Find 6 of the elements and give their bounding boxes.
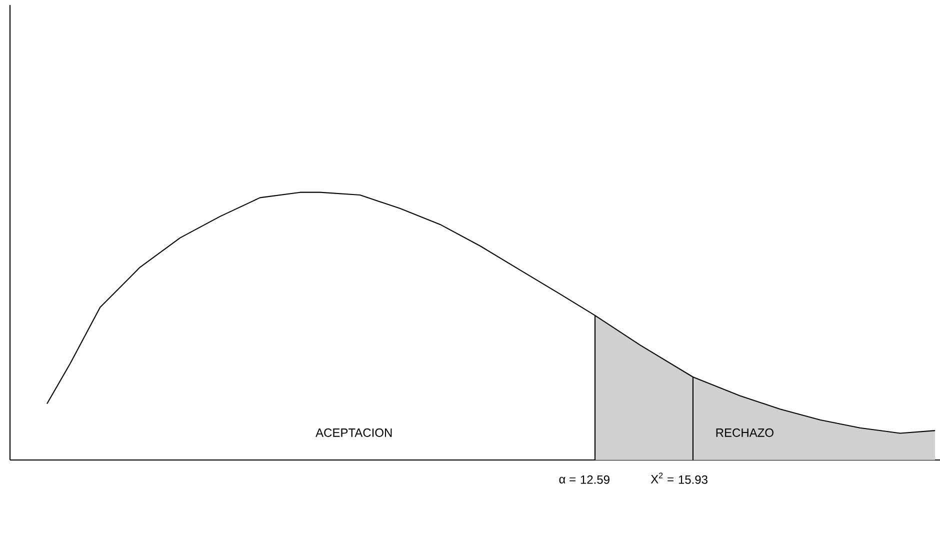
ref-line-label: α = (559, 476, 576, 484)
ref-line-label: X$^{2}$ = (650, 472, 674, 484)
x-tick-label: 12.59 (580, 475, 610, 484)
annotation: ACEPTACION (316, 428, 392, 437)
annotation: RECHAZO (716, 428, 774, 437)
x-tick-label: 15.93 (678, 475, 708, 484)
